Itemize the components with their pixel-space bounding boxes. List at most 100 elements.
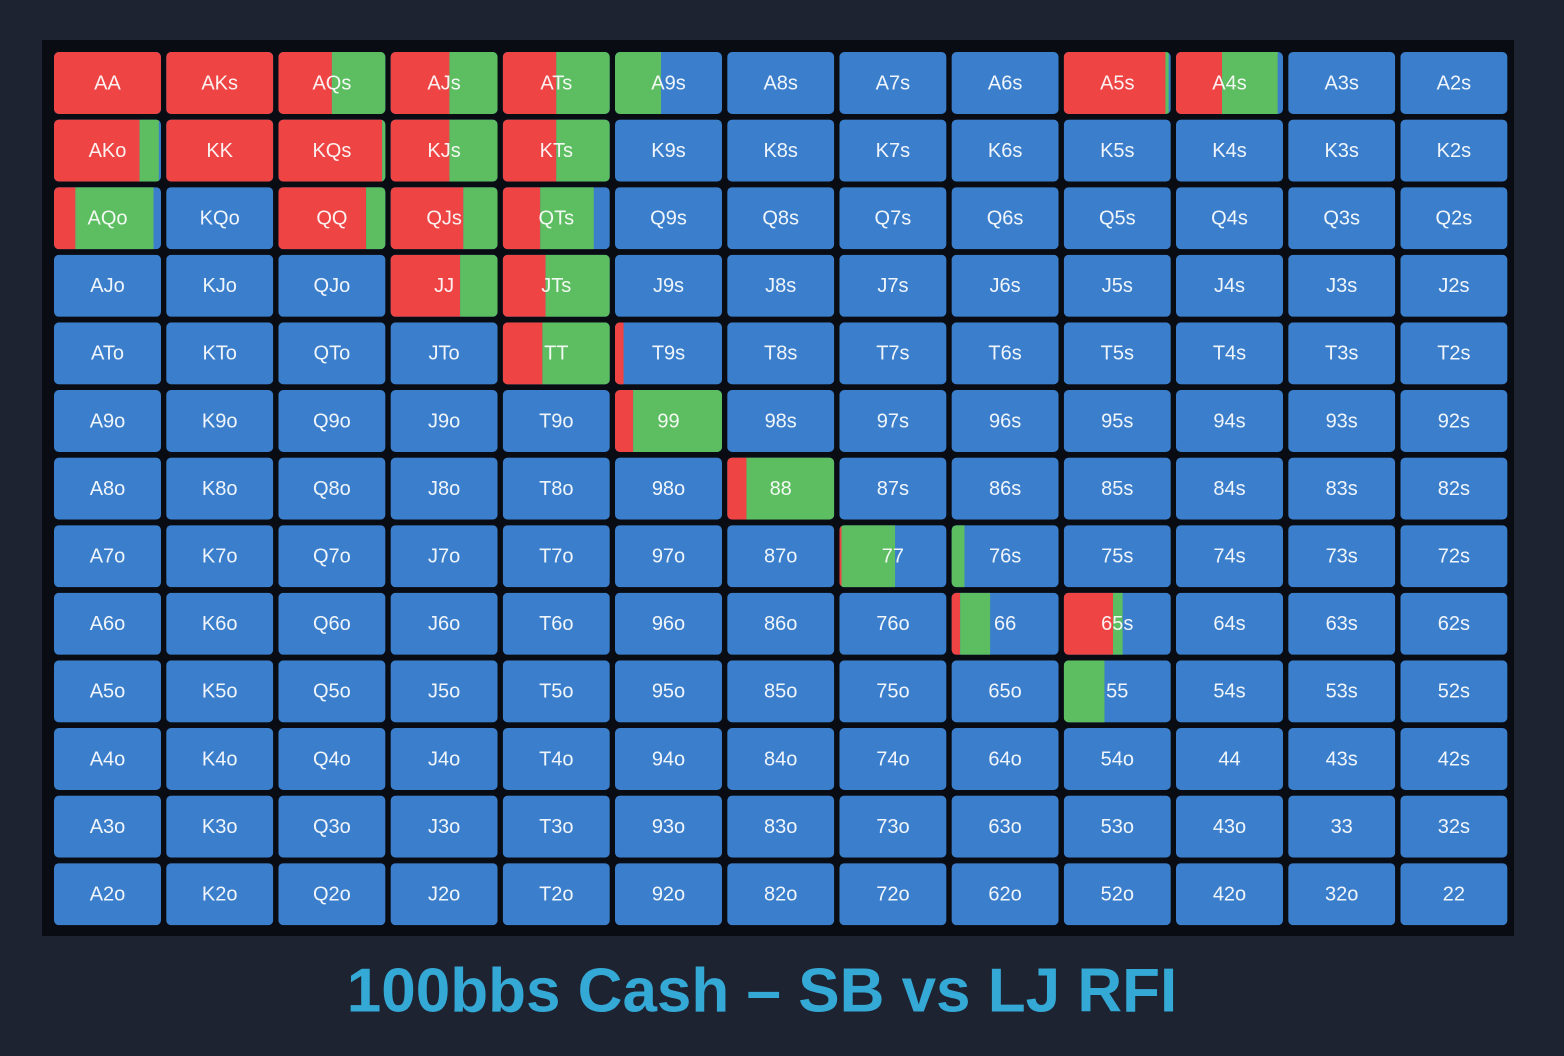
raise-segment [502,254,546,317]
hand-cell: 55 [1063,660,1171,723]
hand-cell: T5s [1063,322,1171,385]
cell-background [615,728,722,790]
hand-label: 74s [1213,545,1245,567]
cell-background [839,52,947,114]
hand-cell: A5s [1063,52,1171,114]
hand-cell: 83s [1288,457,1396,520]
hand-label: A8o [90,478,126,500]
hand-cell: T3o [502,795,610,858]
hand-cell: 64s [1176,592,1283,655]
hand-cell: 88 [727,457,835,520]
hand-cell: 96s [951,390,1059,452]
hand-label: AJs [427,72,460,94]
hand-cell: 53o [1063,795,1171,858]
cell-background [727,390,835,452]
call-segment [139,119,159,182]
hand-cell: JTs [502,254,610,317]
hand-cell: A7o [54,525,161,588]
hand-label: K6o [202,613,238,635]
cell-background [839,660,947,723]
cell-background [1288,322,1396,385]
hand-label: A9s [651,72,685,94]
hand-cell: T6o [502,592,610,655]
hand-cell: T8s [727,322,835,385]
hand-cell: 94o [615,728,722,790]
hand-label: 88 [770,478,792,500]
hand-label: JJ [434,275,454,297]
hand-label: 64o [988,748,1021,770]
cell-background [839,863,947,926]
hand-label: K9o [202,410,238,432]
hand-cell: 75s [1063,525,1171,588]
cell-background [166,525,274,588]
hand-cell: 73s [1288,525,1396,588]
cell-background [727,592,835,655]
cell-background [839,187,947,250]
hand-label: 85o [764,681,797,703]
hand-label: K7o [202,545,238,567]
cell-background [54,254,161,317]
hand-label: Q2s [1436,207,1473,229]
hand-cell: A3s [1288,52,1396,114]
hand-cell: J7s [839,254,947,317]
hand-label: TT [544,343,568,365]
hand-label: K9s [651,140,685,162]
cell-background [839,457,947,520]
hand-cell: 86o [727,592,835,655]
cell-background [1176,863,1283,926]
hand-label: 52o [1101,883,1134,905]
cell-background [615,254,722,317]
cell-background [951,863,1059,926]
hand-cell: KJo [166,254,274,317]
hand-label: 43o [1213,816,1246,838]
hand-cell: J2o [390,863,498,926]
cell-background [839,728,947,790]
call-segment [1063,660,1105,723]
hand-cell: 76o [839,592,947,655]
raise-segment [1176,52,1223,114]
cell-background [1063,254,1171,317]
hand-label: AKs [201,72,238,94]
cell-background [1176,390,1283,452]
cell-background [1288,119,1396,182]
cell-background [278,795,386,858]
hand-cell: K2s [1400,119,1508,182]
hand-label: 87s [877,478,909,500]
hand-cell: AQs [278,52,386,114]
hand-label: 65o [988,681,1021,703]
hand-cell: K2o [166,863,274,926]
hand-label: 42o [1213,883,1246,905]
hand-label: 92o [652,883,685,905]
hand-label: Q7s [875,207,912,229]
hand-cell: J9o [390,390,498,452]
hand-label: 82s [1438,478,1470,500]
hand-label: K2s [1437,140,1471,162]
hand-cell: 64o [951,728,1059,790]
hand-cell: QTs [502,187,610,250]
hand-cell: T2s [1400,322,1508,385]
hand-cell: KTo [166,322,274,385]
raise-segment [839,525,842,588]
hand-label: 72s [1438,545,1470,567]
hand-cell: 65s [1063,592,1171,655]
hand-cell: J8o [390,457,498,520]
hand-label: J5s [1102,275,1133,297]
hand-cell: 66 [951,592,1059,655]
cell-background [390,795,498,858]
call-segment [382,119,386,182]
hand-cell: T5o [502,660,610,723]
hand-cell: T6s [951,322,1059,385]
hand-label: K5o [202,681,238,703]
hand-cell: AKs [166,52,274,114]
hand-label: AQs [312,72,351,94]
cell-background [615,119,722,182]
cell-background [502,728,610,790]
cell-background [1288,457,1396,520]
hand-label: 43s [1326,748,1358,770]
cell-background [278,525,386,588]
raise-segment [54,187,76,250]
hand-label: 53o [1101,816,1134,838]
cell-background [54,525,161,588]
cell-background [502,390,610,452]
hand-cell: KQs [278,119,386,182]
